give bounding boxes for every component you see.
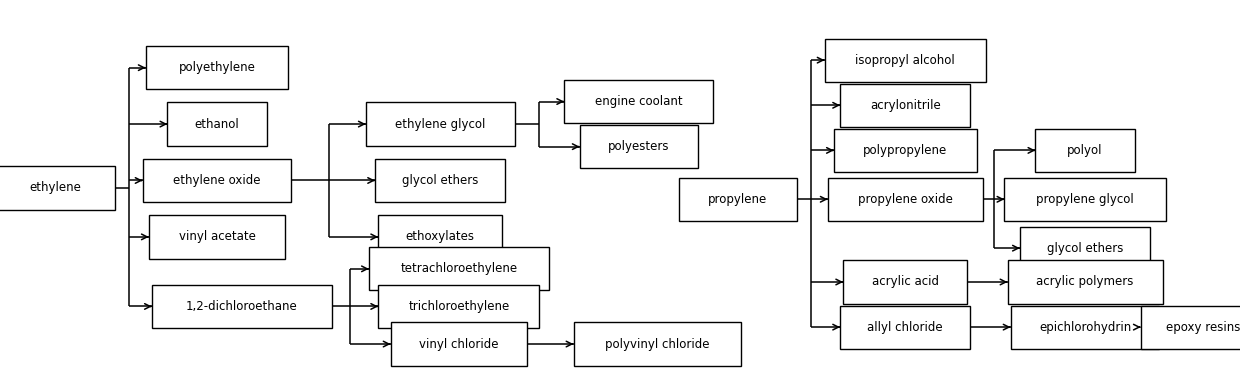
Text: acrylonitrile: acrylonitrile (869, 99, 941, 112)
FancyBboxPatch shape (0, 166, 114, 210)
FancyBboxPatch shape (366, 102, 515, 146)
Text: polyvinyl chloride: polyvinyl chloride (605, 338, 709, 350)
Text: acrylic polymers: acrylic polymers (1037, 276, 1133, 288)
Text: polyesters: polyesters (608, 140, 670, 153)
Text: polypropylene: polypropylene (863, 144, 947, 157)
FancyBboxPatch shape (1011, 305, 1159, 349)
FancyBboxPatch shape (378, 285, 539, 328)
FancyBboxPatch shape (680, 178, 796, 221)
Text: ethoxylates: ethoxylates (405, 230, 475, 243)
Text: polyethylene: polyethylene (179, 61, 255, 74)
Text: trichloroethylene: trichloroethylene (408, 300, 510, 313)
FancyBboxPatch shape (1141, 305, 1240, 349)
FancyBboxPatch shape (564, 80, 713, 123)
Text: tetrachloroethylene: tetrachloroethylene (401, 262, 517, 275)
FancyBboxPatch shape (149, 215, 285, 259)
FancyBboxPatch shape (143, 159, 291, 202)
Text: epoxy resins: epoxy resins (1166, 321, 1240, 334)
Text: glycol ethers: glycol ethers (1047, 242, 1123, 255)
FancyBboxPatch shape (374, 159, 506, 202)
FancyBboxPatch shape (841, 84, 970, 127)
FancyBboxPatch shape (833, 129, 977, 172)
Text: glycol ethers: glycol ethers (402, 174, 479, 187)
FancyBboxPatch shape (1019, 226, 1149, 270)
Text: acrylic acid: acrylic acid (872, 276, 939, 288)
FancyBboxPatch shape (825, 39, 986, 82)
FancyBboxPatch shape (167, 102, 267, 146)
FancyBboxPatch shape (146, 46, 288, 89)
FancyBboxPatch shape (843, 260, 967, 304)
FancyBboxPatch shape (391, 322, 527, 365)
Text: isopropyl alcohol: isopropyl alcohol (856, 54, 955, 67)
Text: engine coolant: engine coolant (595, 95, 682, 108)
FancyBboxPatch shape (1035, 129, 1135, 172)
Text: propylene glycol: propylene glycol (1037, 193, 1133, 206)
Text: ethylene: ethylene (30, 182, 82, 194)
FancyBboxPatch shape (370, 247, 549, 290)
Text: ethylene glycol: ethylene glycol (396, 118, 485, 130)
Text: propylene: propylene (708, 193, 768, 206)
Text: vinyl acetate: vinyl acetate (179, 230, 255, 243)
FancyBboxPatch shape (828, 178, 982, 221)
FancyBboxPatch shape (580, 125, 697, 168)
FancyBboxPatch shape (1004, 178, 1166, 221)
Text: ethylene oxide: ethylene oxide (174, 174, 260, 187)
Text: allyl chloride: allyl chloride (868, 321, 942, 334)
Text: epichlorohydrin: epichlorohydrin (1039, 321, 1131, 334)
Text: 1,2-dichloroethane: 1,2-dichloroethane (186, 300, 298, 313)
FancyBboxPatch shape (841, 305, 970, 349)
Text: ethanol: ethanol (195, 118, 239, 130)
FancyBboxPatch shape (151, 285, 332, 328)
Text: propylene oxide: propylene oxide (858, 193, 952, 206)
Text: vinyl chloride: vinyl chloride (419, 338, 498, 350)
FancyBboxPatch shape (1007, 260, 1163, 304)
Text: polyol: polyol (1068, 144, 1102, 157)
FancyBboxPatch shape (573, 322, 742, 365)
FancyBboxPatch shape (378, 215, 502, 259)
